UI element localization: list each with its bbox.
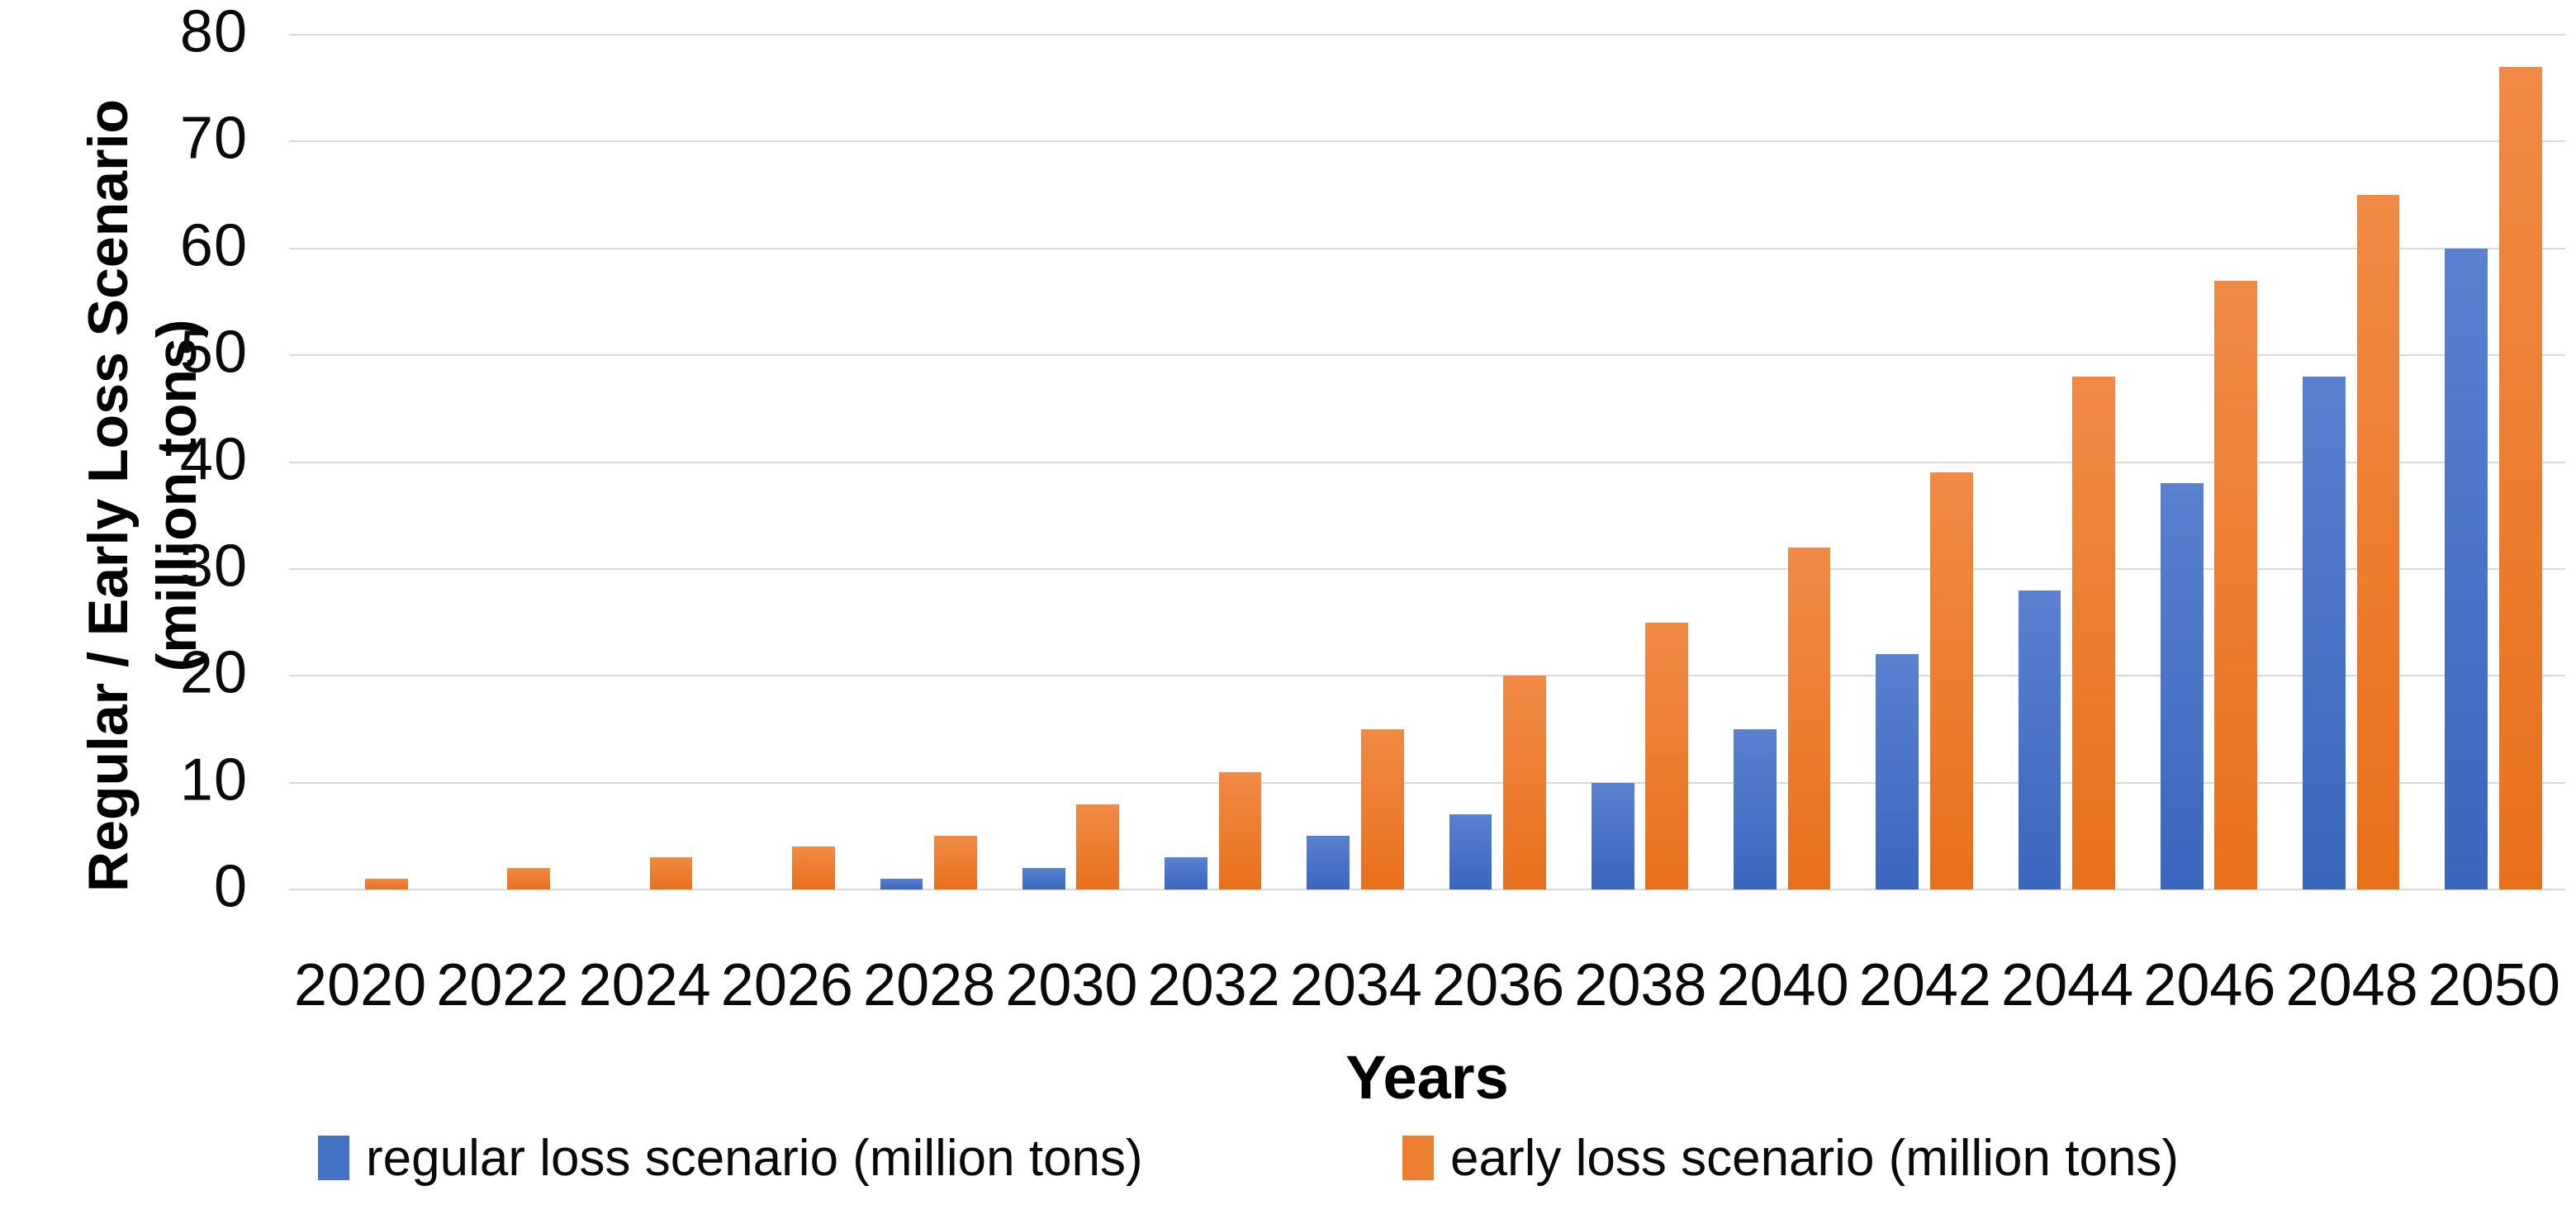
legend-item-early: early loss scenario (million tons) xyxy=(1402,1130,2179,1187)
bar-regular-2032 xyxy=(1165,857,1207,889)
y-tick-label-40: 40 xyxy=(179,426,248,493)
bar-group-2024 xyxy=(574,35,716,889)
x-tick-label-2020: 2020 xyxy=(294,952,427,1018)
bar-group-2044 xyxy=(1996,35,2138,889)
x-tick-label-2034: 2034 xyxy=(1289,952,1422,1018)
x-tick-label-2022: 2022 xyxy=(436,952,569,1018)
gridline-y-30 xyxy=(289,567,2565,570)
x-tick-label-2028: 2028 xyxy=(863,952,996,1018)
gridline-y-80 xyxy=(289,34,2565,36)
bar-early-2026 xyxy=(791,847,835,889)
gridline-y-40 xyxy=(289,461,2565,463)
bar-group-2026 xyxy=(716,35,858,889)
bar-regular-2036 xyxy=(1449,814,1492,889)
x-tick-label-2040: 2040 xyxy=(1716,952,1849,1018)
bar-early-2050 xyxy=(2498,66,2542,889)
y-tick-label-60: 60 xyxy=(179,212,248,279)
gridline-y-60 xyxy=(289,247,2565,249)
bar-regular-2034 xyxy=(1307,836,1350,889)
bar-early-2036 xyxy=(1503,676,1546,889)
legend-swatch-regular xyxy=(318,1136,349,1180)
x-tick-label-2024: 2024 xyxy=(578,952,711,1018)
x-tick-label-2050: 2050 xyxy=(2427,952,2560,1018)
x-tick-label-2038: 2038 xyxy=(1574,952,1707,1018)
bar-regular-2044 xyxy=(2018,590,2061,889)
bar-group-2030 xyxy=(1000,35,1142,889)
bar-early-2032 xyxy=(1218,771,1262,889)
bar-group-2050 xyxy=(2423,35,2565,889)
bar-early-2046 xyxy=(2214,280,2258,889)
bar-early-2028 xyxy=(934,836,977,889)
bar-group-2036 xyxy=(1427,35,1569,889)
bar-group-2028 xyxy=(858,35,1000,889)
bar-early-2030 xyxy=(1076,804,1120,889)
gridline-y-50 xyxy=(289,354,2565,357)
x-tick-label-2046: 2046 xyxy=(2143,952,2276,1018)
bar-regular-2042 xyxy=(1876,654,1919,889)
legend-label-regular: regular loss scenario (million tons) xyxy=(366,1129,1143,1187)
bar-early-2044 xyxy=(2072,377,2115,889)
bar-regular-2046 xyxy=(2160,483,2204,889)
x-tick-label-2026: 2026 xyxy=(720,952,853,1018)
bar-early-2048 xyxy=(2356,195,2400,889)
gridline-y-10 xyxy=(289,781,2565,784)
bar-group-2022 xyxy=(431,35,573,889)
gridline-y-20 xyxy=(289,675,2565,677)
y-tick-label-80: 80 xyxy=(179,0,248,65)
bar-early-2042 xyxy=(1929,472,1973,889)
bar-early-2022 xyxy=(507,868,551,889)
x-tick-label-2044: 2044 xyxy=(2001,952,2134,1018)
y-tick-label-10: 10 xyxy=(179,747,248,813)
gridline-y-70 xyxy=(289,140,2565,143)
y-tick-label-0: 0 xyxy=(213,853,248,920)
bar-regular-2050 xyxy=(2445,248,2488,889)
bar-group-2042 xyxy=(1854,35,1996,889)
bar-early-2040 xyxy=(1787,548,1831,889)
x-tick-label-2032: 2032 xyxy=(1147,952,1280,1018)
x-axis-title: Years xyxy=(1345,1043,1509,1112)
bar-group-2032 xyxy=(1143,35,1285,889)
bar-early-2024 xyxy=(649,857,693,889)
bar-regular-2028 xyxy=(880,879,923,889)
bar-early-2020 xyxy=(365,879,408,889)
bar-early-2034 xyxy=(1360,728,1404,889)
x-tick-label-2048: 2048 xyxy=(2285,952,2418,1018)
bar-regular-2048 xyxy=(2303,377,2346,889)
y-tick-label-20: 20 xyxy=(179,639,248,706)
legend-swatch-early xyxy=(1402,1136,1434,1180)
bar-group-2046 xyxy=(2138,35,2280,889)
legend-item-regular: regular loss scenario (million tons) xyxy=(318,1130,1143,1187)
legend-label-early: early loss scenario (million tons) xyxy=(1450,1129,2180,1187)
y-tick-label-70: 70 xyxy=(179,106,248,173)
x-tick-label-2030: 2030 xyxy=(1005,952,1138,1018)
bar-group-2020 xyxy=(289,35,431,889)
x-axis-line xyxy=(289,889,2565,890)
bar-regular-2040 xyxy=(1734,728,1777,889)
y-tick-label-30: 30 xyxy=(179,533,248,600)
bar-regular-2038 xyxy=(1591,782,1634,889)
bar-group-2040 xyxy=(1712,35,1854,889)
bar-early-2038 xyxy=(1645,622,1689,889)
x-tick-label-2036: 2036 xyxy=(1432,952,1565,1018)
x-tick-label-2042: 2042 xyxy=(1858,952,1991,1018)
y-tick-label-50: 50 xyxy=(179,319,248,386)
bar-group-2038 xyxy=(1569,35,1711,889)
bar-group-2034 xyxy=(1285,35,1427,889)
bar-regular-2030 xyxy=(1022,868,1065,889)
bar-group-2048 xyxy=(2281,35,2423,889)
